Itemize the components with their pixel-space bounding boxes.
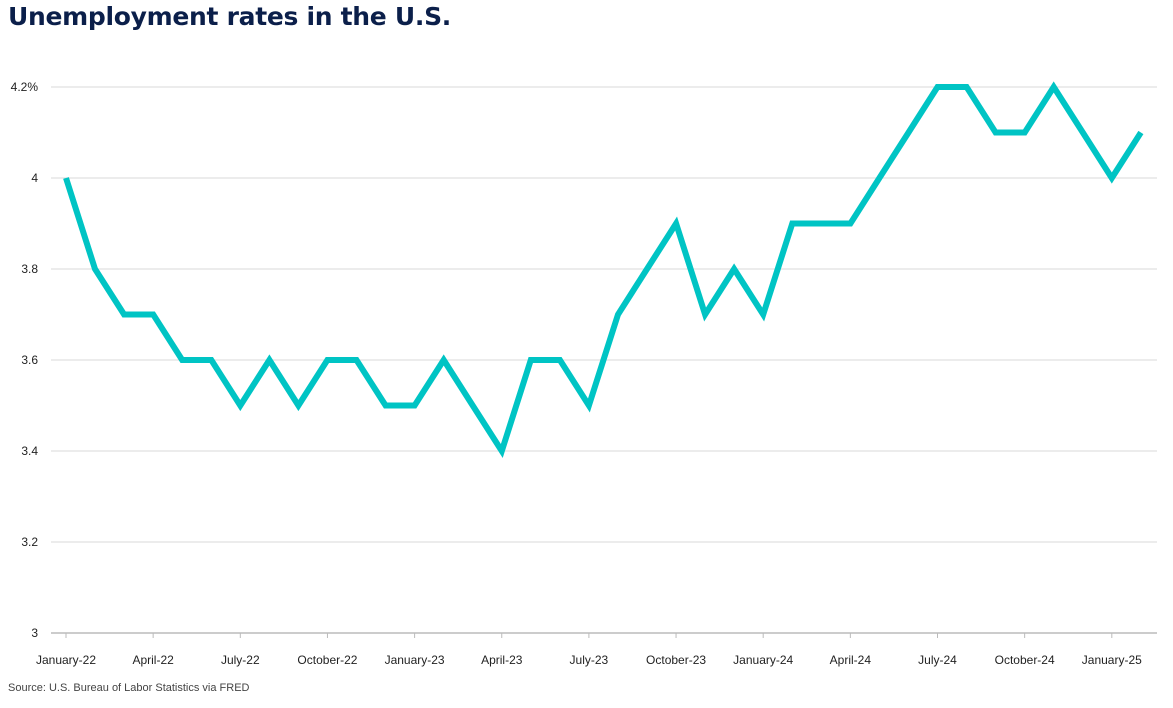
x-tick-label: April-22 xyxy=(132,653,174,667)
x-tick-label: January-23 xyxy=(385,653,445,667)
x-axis-ticks: January-22 April-22 July-22 October-22 Janua… xyxy=(36,633,1142,667)
gridlines xyxy=(51,86,1157,543)
source-note: Source: U.S. Bureau of Labor Statistics … xyxy=(8,682,250,694)
x-tick-label: January-25 xyxy=(1082,653,1142,667)
x-tick-label: October-23 xyxy=(646,653,706,667)
chart-title: Unemployment rates in the U.S. xyxy=(8,2,451,31)
x-tick-label: July-24 xyxy=(918,653,957,667)
series-line-unemployment-rate xyxy=(63,81,1144,459)
y-tick-label: 3.4 xyxy=(21,444,38,458)
y-axis-ticks: 3 3.2 3.4 3.6 3.8 4 4.2% xyxy=(11,80,39,640)
y-tick-label: 4.2% xyxy=(11,80,39,94)
y-tick-label: 3.8 xyxy=(21,262,38,276)
series-group xyxy=(63,81,1144,459)
x-tick-label: January-24 xyxy=(733,653,793,667)
y-tick-label: 3.6 xyxy=(21,353,38,367)
x-tick-label: January-22 xyxy=(36,653,96,667)
y-tick-label: 3 xyxy=(31,626,38,640)
y-tick-label: 4 xyxy=(31,171,38,185)
x-tick-label: July-23 xyxy=(570,653,609,667)
x-tick-label: October-22 xyxy=(297,653,357,667)
x-tick-label: April-24 xyxy=(830,653,872,667)
y-tick-label: 3.2 xyxy=(21,535,38,549)
x-tick-label: July-22 xyxy=(221,653,260,667)
x-tick-label: October-24 xyxy=(995,653,1055,667)
x-tick-label: April-23 xyxy=(481,653,523,667)
